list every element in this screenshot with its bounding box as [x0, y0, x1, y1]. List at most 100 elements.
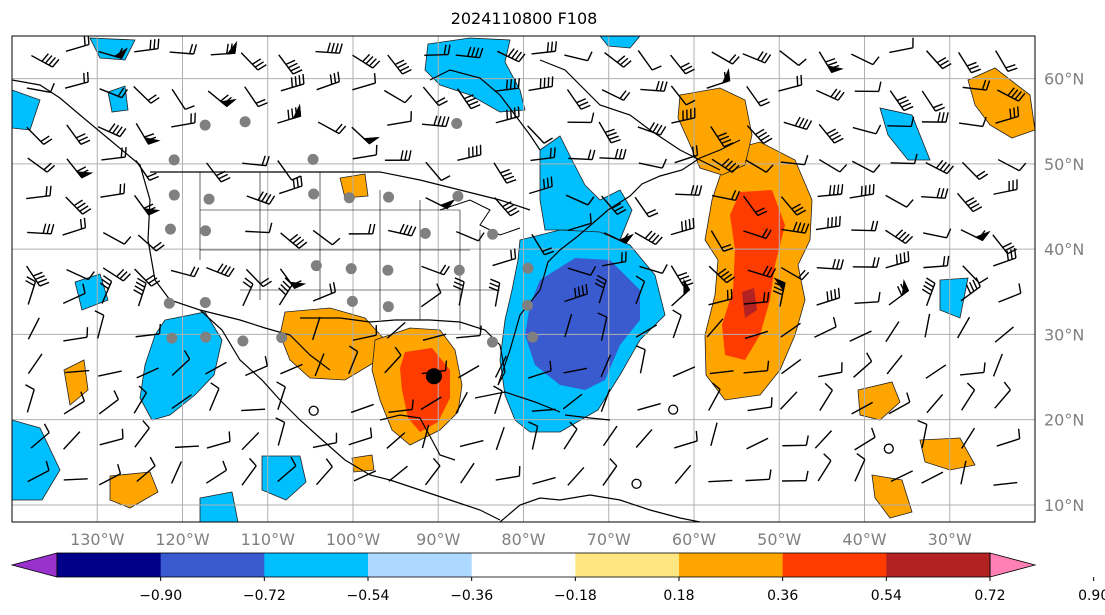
station-dot: [168, 189, 180, 201]
wind-barb: [458, 365, 480, 379]
wind-barb: [635, 275, 646, 305]
wind-barb: [562, 393, 583, 410]
coastline-hispaniola: [564, 414, 611, 421]
wind-barb: [315, 42, 343, 54]
wind-barb: [352, 53, 381, 69]
lon-tick-label: 70°W: [587, 530, 631, 549]
wind-barb: [743, 228, 772, 240]
calm-circles: [308, 404, 894, 489]
wind-barb: [280, 363, 303, 375]
wind-barb: [348, 223, 376, 235]
wind-barb: [711, 190, 741, 201]
station-dot: [239, 116, 251, 128]
colorbar-tick-label: −0.18: [554, 588, 597, 604]
wind-barb: [242, 155, 270, 167]
wind-barb: [63, 327, 89, 342]
colorbar-tick-label: −0.54: [347, 588, 390, 604]
station-dot: [522, 262, 534, 274]
wind-barb: [818, 51, 844, 74]
station-dots: [163, 116, 539, 348]
wind-barb: [98, 47, 128, 60]
wind-barb: [388, 399, 414, 413]
wind-barb: [746, 125, 773, 144]
wind-barb: [817, 453, 832, 482]
region-small-positive-2: [109, 471, 159, 509]
coastlines: [12, 59, 741, 522]
wind-barb: [600, 388, 611, 412]
wind-barb: [422, 86, 448, 107]
region-pacific-negative-3: [12, 419, 61, 501]
station-dot: [164, 223, 176, 235]
wind-barb: [455, 391, 468, 414]
wind-barb: [853, 352, 873, 378]
wind-barb: [885, 251, 910, 269]
lon-tick-label: 120°W: [155, 530, 210, 549]
wind-barb: [425, 161, 451, 182]
lon-tick-label: 130°W: [70, 530, 125, 549]
lon-tick-label: 90°W: [416, 530, 460, 549]
wind-barb: [890, 470, 913, 482]
wind-barb: [246, 191, 276, 205]
wind-barb: [387, 54, 412, 75]
wind-barb: [66, 269, 95, 281]
wind-barb: [31, 53, 60, 68]
station-dot: [453, 264, 465, 276]
wind-barb: [637, 122, 667, 136]
latitude-tick-labels: 60°N 50°N 40°N 30°N 20°N 10°N: [1044, 70, 1084, 515]
wind-barb: [921, 471, 944, 484]
region-small-positive-6: [339, 173, 369, 199]
wind-barb: [210, 40, 238, 56]
colorbar-segment: [886, 553, 991, 577]
wind-barb: [671, 278, 691, 307]
wind-barb: [885, 229, 914, 245]
wind-barb: [63, 431, 81, 450]
wind-barb: [62, 217, 87, 236]
wind-barb: [101, 147, 127, 161]
wind-barb: [420, 396, 442, 411]
station-dot: [521, 299, 533, 311]
longitude-tick-labels: 130°W 120°W 110°W 100°W 90°W 80°W 70°W 60°W 50°W…: [70, 530, 972, 549]
wind-barb: [710, 422, 718, 447]
wind-barb: [923, 255, 950, 269]
wind-barb: [279, 175, 303, 195]
wind-barb: [133, 277, 147, 307]
wind-barb: [996, 428, 1021, 447]
wind-barb: [779, 50, 807, 66]
coastline-labrador: [539, 59, 721, 171]
lat-tick-label: 50°N: [1044, 155, 1084, 174]
colorbar-tick-label: −0.90: [139, 588, 182, 604]
wind-barb: [312, 432, 338, 449]
wind-barb: [424, 457, 441, 486]
wind-barb: [675, 184, 703, 196]
wind-barb: [995, 106, 1020, 124]
wind-barb: [497, 48, 526, 63]
wind-barb: [99, 275, 113, 304]
wind-barb: [670, 265, 694, 287]
wind-barb: [958, 116, 987, 128]
wind-barb: [277, 103, 302, 124]
wind-barb: [65, 369, 90, 374]
wind-barb: [206, 162, 231, 183]
station-dot: [486, 336, 498, 348]
wind-barb: [567, 466, 585, 486]
wind-barb: [708, 479, 733, 483]
wind-barb: [242, 277, 254, 307]
wind-barb: [917, 419, 928, 449]
wind-barb: [134, 420, 150, 448]
region-gulf-core: [400, 348, 450, 432]
wind-barb: [671, 107, 696, 124]
wind-barb: [94, 310, 105, 339]
lat-tick-label: 10°N: [1044, 496, 1084, 515]
wind-barb: [637, 402, 661, 411]
wind-barb: [814, 430, 833, 449]
station-dot: [203, 193, 215, 205]
colorbar-tick-label: −0.36: [450, 588, 493, 604]
wind-barb: [171, 394, 192, 409]
wind-barb: [851, 401, 874, 415]
colorbar-tick-label: −0.72: [243, 588, 286, 604]
wind-barb: [26, 82, 55, 94]
boundary-us-canada: [150, 171, 531, 211]
wind-barb: [780, 154, 809, 166]
wind-barb: [529, 176, 553, 195]
